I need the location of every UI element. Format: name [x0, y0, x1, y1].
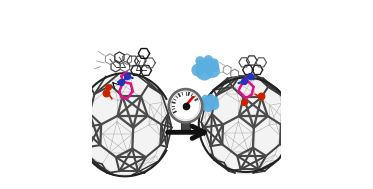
Circle shape	[202, 100, 214, 112]
Circle shape	[205, 96, 215, 106]
Point	[103, 92, 109, 95]
Circle shape	[206, 64, 220, 78]
Circle shape	[169, 90, 202, 122]
Point	[241, 80, 247, 83]
Circle shape	[200, 58, 214, 72]
Circle shape	[196, 60, 208, 72]
Point	[182, 104, 188, 107]
Circle shape	[172, 92, 200, 120]
Circle shape	[211, 98, 219, 106]
Circle shape	[209, 100, 219, 110]
Circle shape	[195, 56, 205, 66]
Circle shape	[210, 58, 219, 67]
Circle shape	[191, 64, 204, 77]
Point	[241, 101, 247, 104]
Circle shape	[208, 94, 214, 101]
Ellipse shape	[78, 73, 172, 176]
Circle shape	[202, 95, 209, 101]
Point	[118, 80, 124, 83]
Circle shape	[204, 55, 213, 65]
Point	[105, 86, 111, 89]
Point	[258, 95, 264, 98]
Circle shape	[208, 61, 219, 72]
Circle shape	[202, 97, 211, 106]
Circle shape	[199, 100, 208, 109]
Point	[124, 75, 130, 78]
Circle shape	[212, 96, 218, 102]
Circle shape	[196, 63, 213, 81]
Ellipse shape	[201, 75, 291, 174]
FancyBboxPatch shape	[181, 123, 190, 130]
Point	[247, 74, 253, 77]
Circle shape	[168, 88, 203, 123]
